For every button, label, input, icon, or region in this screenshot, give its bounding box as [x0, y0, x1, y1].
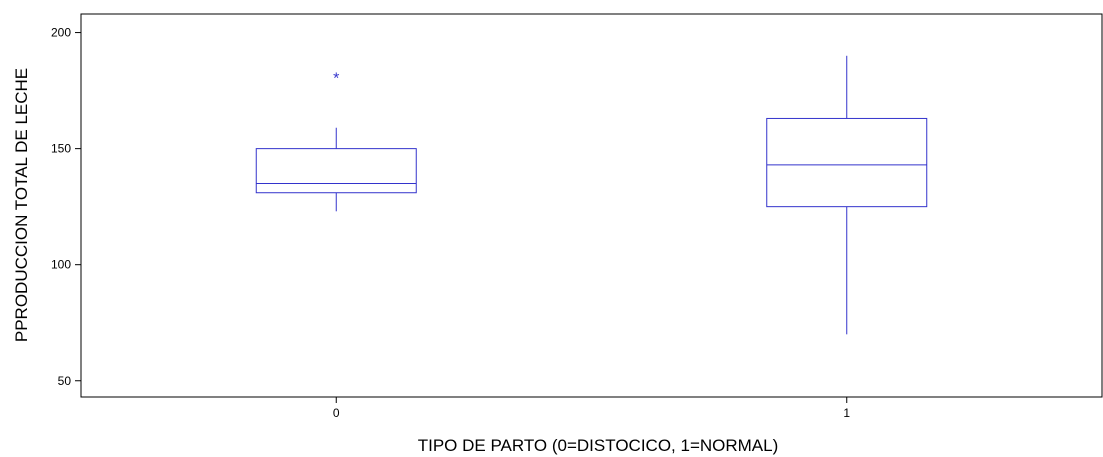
- y-tick-label: 200: [51, 26, 71, 40]
- outlier-point: *: [333, 71, 339, 88]
- plot-frame: [80, 13, 1103, 398]
- x-axis-label: TIPO DE PARTO (0=DISTOCICO, 1=NORMAL): [418, 436, 779, 455]
- boxes-group: *: [255, 55, 928, 335]
- box-category-1: [766, 55, 928, 335]
- y-tick-label: 150: [51, 142, 71, 156]
- iqr-box: [766, 117, 928, 208]
- y-tick-label: 50: [58, 374, 72, 388]
- y-tick-label: 100: [51, 258, 71, 272]
- y-axis: 50 100 150 200: [51, 26, 81, 388]
- x-tick-label: 0: [333, 406, 340, 420]
- iqr-box: [255, 148, 417, 194]
- x-tick-label: 1: [843, 406, 850, 420]
- box-category-0: *: [255, 71, 417, 212]
- y-axis-label: PPRODUCCION TOTAL DE LECHE: [12, 68, 31, 342]
